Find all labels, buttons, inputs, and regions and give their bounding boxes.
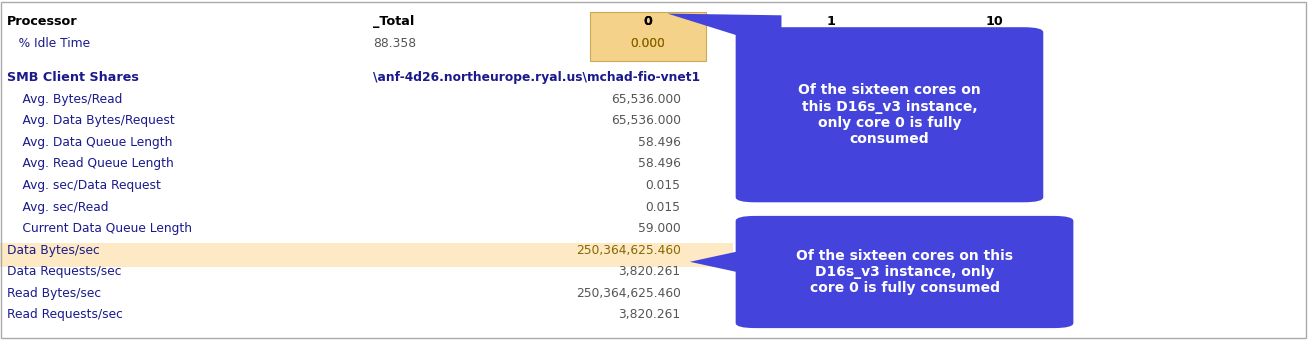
- Polygon shape: [690, 245, 768, 279]
- Text: 250,364,625.460: 250,364,625.460: [576, 287, 681, 300]
- Text: 0.000: 0.000: [631, 37, 665, 50]
- Text: 250,364,625.460: 250,364,625.460: [576, 244, 681, 257]
- Text: Avg. Bytes/Read: Avg. Bytes/Read: [7, 93, 122, 106]
- Text: Avg. sec/Read: Avg. sec/Read: [7, 201, 109, 214]
- Text: Avg. sec/Data Request: Avg. sec/Data Request: [7, 179, 161, 192]
- Text: SMB Client Shares: SMB Client Shares: [7, 71, 139, 84]
- Text: 88.358: 88.358: [373, 37, 416, 50]
- Text: 91.952: 91.952: [974, 37, 1016, 50]
- Text: Read Bytes/sec: Read Bytes/sec: [7, 287, 101, 300]
- Text: 10: 10: [986, 15, 1004, 28]
- Polygon shape: [668, 14, 781, 49]
- FancyBboxPatch shape: [0, 243, 733, 267]
- Text: 3,820.261: 3,820.261: [619, 308, 681, 321]
- Text: Of the sixteen cores on this
D16s_v3 instance, only
core 0 is fully consumed: Of the sixteen cores on this D16s_v3 ins…: [796, 249, 1013, 295]
- FancyBboxPatch shape: [736, 216, 1073, 328]
- Text: 0.015: 0.015: [645, 179, 681, 192]
- Text: 0: 0: [644, 15, 652, 28]
- Text: 0.015: 0.015: [645, 201, 681, 214]
- Text: Of the sixteen cores on
this D16s_v3 instance,
only core 0 is fully
consumed: Of the sixteen cores on this D16s_v3 ins…: [798, 83, 980, 146]
- Text: Avg. Data Queue Length: Avg. Data Queue Length: [7, 136, 171, 149]
- Text: 3,820.261: 3,820.261: [619, 265, 681, 278]
- Text: 59.000: 59.000: [637, 222, 681, 235]
- Text: Avg. Read Queue Length: Avg. Read Queue Length: [7, 157, 173, 170]
- Text: 65,536.000: 65,536.000: [611, 93, 681, 106]
- Text: Current Data Queue Length: Current Data Queue Length: [7, 222, 191, 235]
- Text: 0.000: 0.000: [631, 37, 665, 50]
- FancyBboxPatch shape: [736, 27, 1043, 202]
- Text: 58.496: 58.496: [637, 157, 681, 170]
- Text: 0: 0: [644, 15, 652, 28]
- Text: 1: 1: [827, 15, 835, 28]
- Text: Data Bytes/sec: Data Bytes/sec: [7, 244, 99, 257]
- Text: Processor: Processor: [7, 15, 77, 28]
- Text: Read Requests/sec: Read Requests/sec: [7, 308, 123, 321]
- Text: 97.800: 97.800: [810, 37, 852, 50]
- Text: 58.496: 58.496: [637, 136, 681, 149]
- FancyBboxPatch shape: [590, 12, 706, 62]
- Text: 65,536.000: 65,536.000: [611, 114, 681, 128]
- Text: _Total: _Total: [373, 15, 415, 28]
- Text: Data Requests/sec: Data Requests/sec: [7, 265, 120, 278]
- Text: \anf-4d26.northeurope.ryal.us\mchad-fio-vnet1: \anf-4d26.northeurope.ryal.us\mchad-fio-…: [373, 71, 700, 84]
- Text: Avg. Data Bytes/Request: Avg. Data Bytes/Request: [7, 114, 174, 128]
- Text: % Idle Time: % Idle Time: [7, 37, 90, 50]
